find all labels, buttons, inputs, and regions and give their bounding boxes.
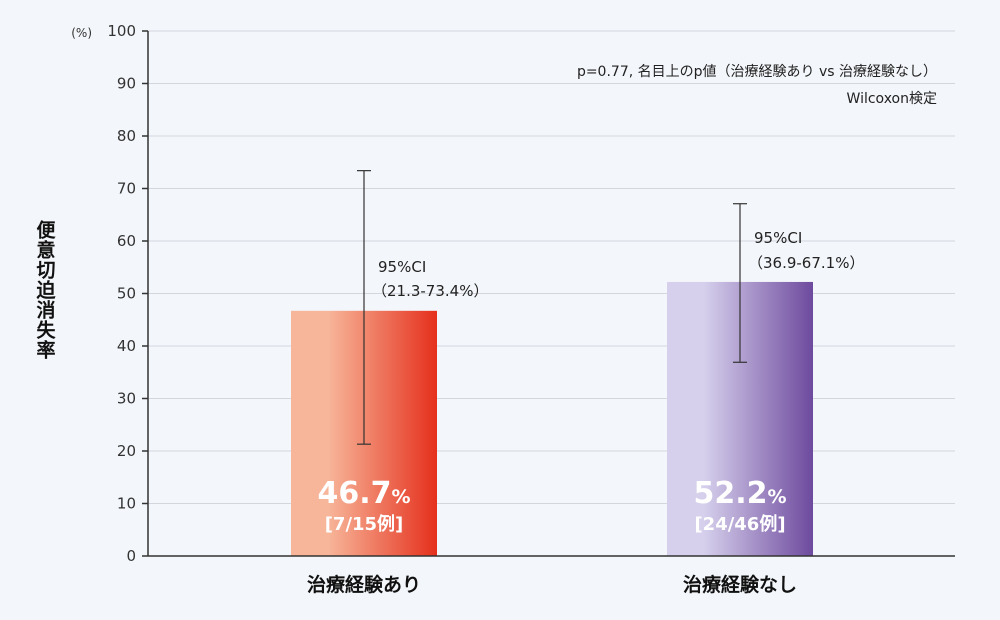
y-tick-label: 40 (117, 337, 136, 355)
y-tick-label: 60 (117, 232, 136, 250)
y-tick-labels: 0 10 20 30 40 50 60 70 80 90 100 (107, 22, 148, 565)
ci-label-range: （36.9-67.1%） (748, 254, 864, 272)
ci-label-range: （21.3-73.4%） (372, 282, 488, 300)
p-value-note: p=0.77, 名目上のp値（治療経験あり vs 治療経験なし） (577, 63, 937, 80)
gridlines (148, 30, 955, 504)
y-tick-label: 10 (117, 495, 136, 513)
y-tick-label: 70 (117, 180, 136, 198)
error-bars (357, 170, 747, 445)
y-axis-label: 便意切迫消失率 (34, 220, 56, 360)
y-tick-label: 30 (117, 390, 136, 408)
x-category-label: 治療経験あり (307, 573, 421, 596)
bar-count-label: [7/15例] (325, 513, 404, 535)
y-tick-label: 50 (117, 285, 136, 303)
bar-labels: 95%CI（21.3-73.4%）46.7%[7/15例]治療経験あり95%CI… (307, 229, 864, 596)
y-tick-label: 90 (117, 75, 136, 93)
y-unit-label: (%) (71, 26, 92, 40)
x-category-label: 治療経験なし (683, 573, 797, 596)
y-tick-label: 100 (107, 22, 136, 40)
ci-label-title: 95%CI (378, 258, 426, 276)
bar-count-label: [24/46例] (694, 513, 785, 535)
bar-value-unit: % (767, 486, 786, 508)
bar-value-unit: % (391, 486, 410, 508)
y-tick-label: 0 (126, 547, 136, 565)
test-method-note: Wilcoxon検定 (847, 91, 937, 107)
bars (291, 281, 813, 556)
ci-label-title: 95%CI (754, 229, 802, 247)
y-tick-label: 20 (117, 442, 136, 460)
y-tick-label: 80 (117, 127, 136, 145)
